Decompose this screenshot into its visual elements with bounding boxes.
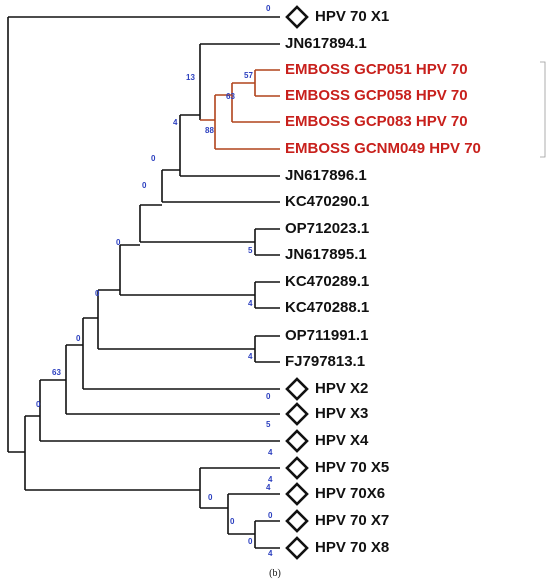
leaf-label: EMBOSS GCP058 HPV 70 bbox=[285, 87, 468, 104]
leaf-label: EMBOSS GCP083 HPV 70 bbox=[285, 113, 468, 130]
leaf-label: OP712023.1 bbox=[285, 220, 369, 237]
bootstrap: 0 bbox=[230, 517, 235, 526]
bootstrap: 63 bbox=[52, 368, 61, 377]
leaf-marker bbox=[285, 509, 309, 533]
leaf-marker bbox=[285, 402, 309, 426]
bootstrap: 0 bbox=[76, 334, 81, 343]
bootstrap: 63 bbox=[226, 92, 235, 101]
bootstrap: 4 bbox=[268, 549, 273, 558]
leaf-label: HPV 70 X7 bbox=[315, 512, 389, 529]
bootstrap: 0 bbox=[151, 154, 156, 163]
bootstrap: 0 bbox=[266, 392, 271, 401]
leaf-label: HPV X4 bbox=[315, 432, 369, 449]
leaf-label: HPV 70 X5 bbox=[315, 459, 389, 476]
leaf-marker bbox=[285, 5, 309, 29]
leaf-label: KC470289.1 bbox=[285, 273, 369, 290]
leaf-label: JN617894.1 bbox=[285, 35, 367, 52]
leaf-marker bbox=[285, 429, 309, 453]
leaf-label: HPV X2 bbox=[315, 380, 368, 397]
leaf-label: JN617895.1 bbox=[285, 246, 367, 263]
highlighted-branches bbox=[200, 69, 280, 150]
bracket bbox=[540, 61, 546, 158]
bootstrap: 5 bbox=[248, 246, 253, 255]
bootstrap: 0 bbox=[248, 537, 253, 546]
bootstrap: 4 bbox=[268, 448, 273, 457]
bootstrap: 0 bbox=[208, 493, 213, 502]
bootstrap-values: 0 13 57 63 88 4 0 0 5 0 4 0 4 0 63 0 0 5… bbox=[36, 4, 273, 558]
leaf-label: HPV 70 X8 bbox=[315, 539, 389, 556]
bootstrap: 88 bbox=[205, 126, 214, 135]
bootstrap: 4 bbox=[248, 299, 253, 308]
bootstrap: 0 bbox=[268, 511, 273, 520]
bootstrap: 5 bbox=[266, 420, 271, 429]
leaf-marker bbox=[285, 536, 309, 560]
caption: (b) bbox=[269, 568, 281, 579]
bootstrap: 0 bbox=[116, 238, 121, 247]
tree-branches bbox=[7, 16, 280, 549]
leaf-label: JN617896.1 bbox=[285, 167, 367, 184]
bootstrap: 13 bbox=[186, 73, 195, 82]
leaf-label: KC470290.1 bbox=[285, 193, 369, 210]
leaf-label: HPV 70X6 bbox=[315, 485, 385, 502]
leaf-label: EMBOSS GCP051 HPV 70 bbox=[285, 61, 468, 78]
leaf-label: KC470288.1 bbox=[285, 299, 369, 316]
bootstrap: 4 bbox=[248, 352, 253, 361]
leaf-label: HPV X3 bbox=[315, 405, 368, 422]
bootstrap: 4 bbox=[266, 483, 271, 492]
leaf-label: HPV 70 X1 bbox=[315, 8, 389, 25]
leaf-marker bbox=[285, 377, 309, 401]
bootstrap: 4 bbox=[173, 118, 178, 127]
bootstrap: 0 bbox=[142, 181, 147, 190]
leaf-marker bbox=[285, 456, 309, 480]
bootstrap: 0 bbox=[36, 400, 41, 409]
leaf-marker bbox=[285, 482, 309, 506]
bootstrap: 0 bbox=[266, 4, 271, 13]
bootstrap: 0 bbox=[95, 289, 100, 298]
bootstrap: 4 bbox=[268, 475, 273, 484]
leaf-label: EMBOSS GCNM049 HPV 70 bbox=[285, 140, 481, 157]
leaf-label: OP711991.1 bbox=[285, 327, 368, 344]
leaf-label: FJ797813.1 bbox=[285, 353, 365, 370]
bootstrap: 57 bbox=[244, 71, 253, 80]
